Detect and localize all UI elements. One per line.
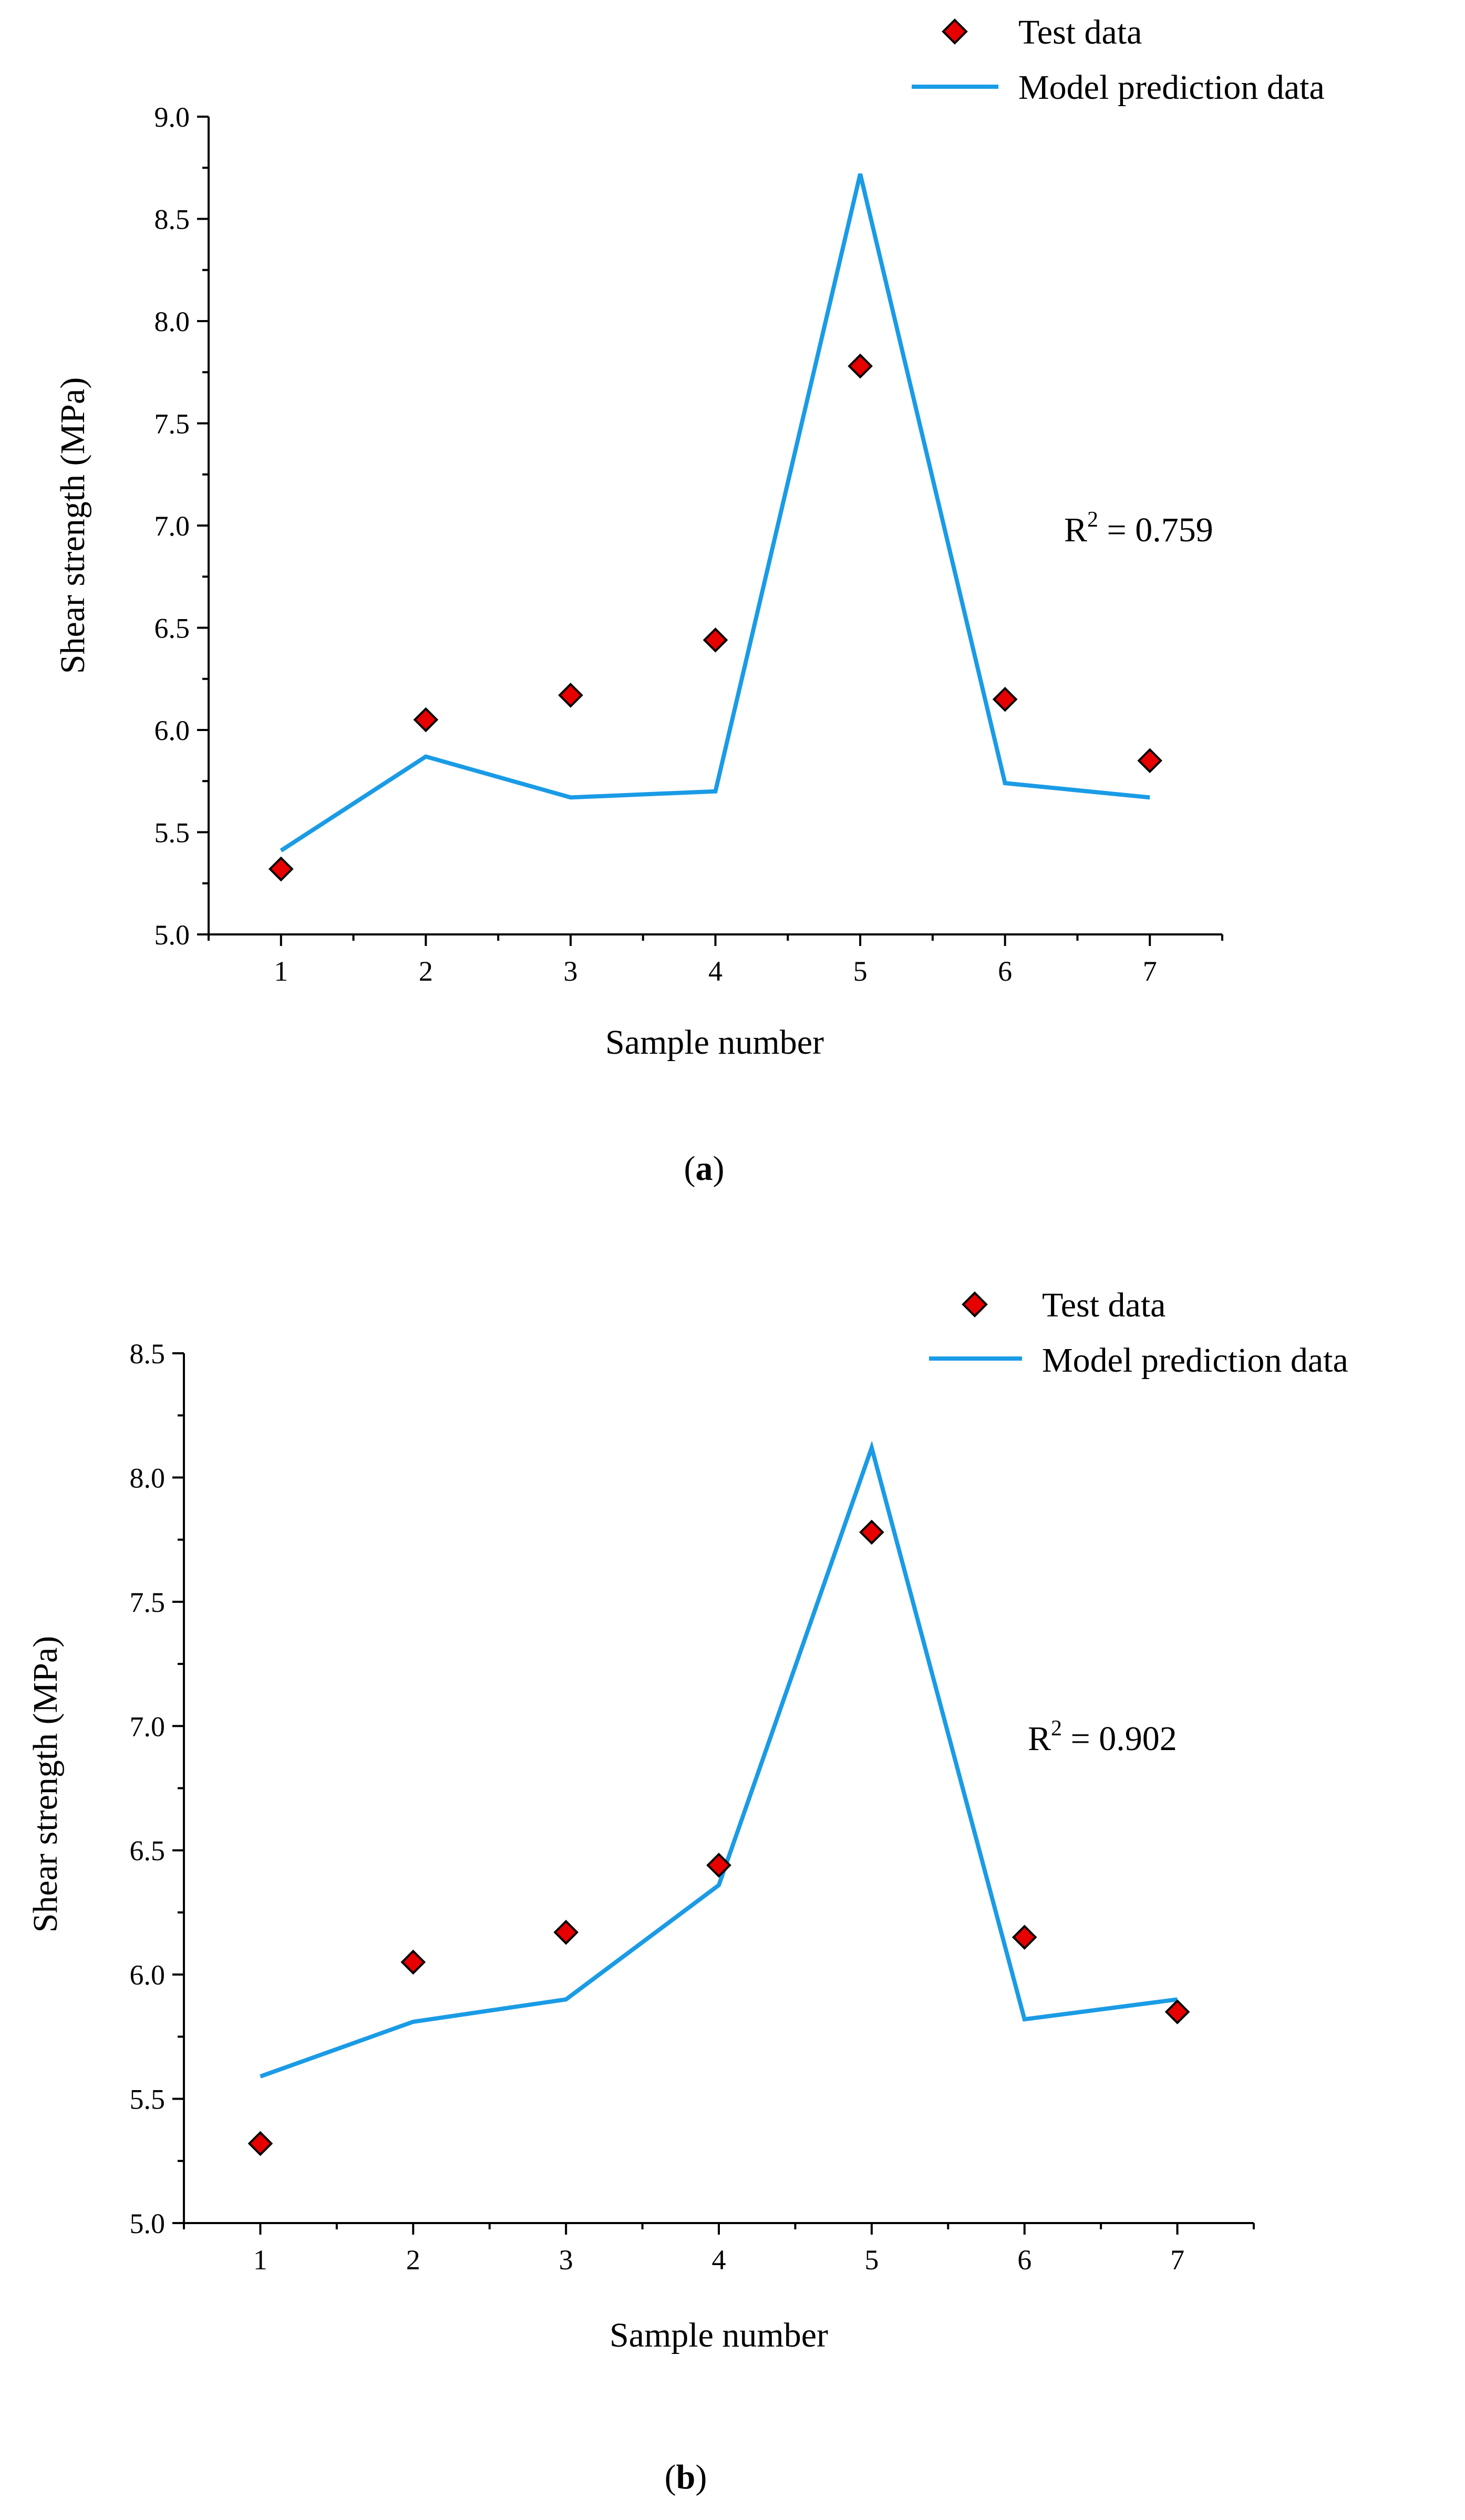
- test-data-point: [1164, 1999, 1190, 2024]
- x-tick-label: 2: [419, 955, 433, 987]
- r-squared-base: R: [1028, 1720, 1051, 1758]
- x-tick-label: 5: [864, 2244, 879, 2276]
- r-squared-base: R: [1064, 511, 1087, 549]
- y-tick-label: 8.0: [130, 1462, 166, 1494]
- x-tick-label: 7: [1143, 955, 1157, 987]
- tick-labels-group: 5.0 5.5 6.0 6.5 7.0 7.5 8.0 8.5 1 2 3 4 5 6 7: [130, 1338, 1185, 2276]
- x-axis-title: Sample number: [610, 2316, 828, 2354]
- y-tick-label: 6.0: [154, 715, 190, 746]
- test-data-point: [703, 628, 728, 653]
- panel-label-a: (a): [684, 1149, 725, 1188]
- x-tick-label: 3: [563, 955, 577, 987]
- test-data-point: [859, 1519, 884, 1545]
- test-data-point: [413, 707, 439, 733]
- y-tick-label: 8.5: [154, 204, 190, 235]
- y-tick-label: 7.5: [154, 408, 190, 440]
- test-data-markers: [247, 1519, 1190, 2156]
- x-tick-label: 2: [406, 2244, 420, 2276]
- model-prediction-line: [280, 173, 1150, 852]
- y-axis-title: Shear strength (MPa): [54, 377, 92, 674]
- y-tick-label: 8.0: [154, 306, 190, 337]
- y-tick-label: 5.5: [154, 817, 190, 849]
- x-tick-label: 4: [708, 955, 723, 987]
- r-squared-annotation: R2 = 0.759: [1064, 508, 1213, 549]
- r-squared-value: = 0.902: [1062, 1720, 1177, 1758]
- y-tick-label: 8.5: [130, 1338, 166, 1370]
- x-tick-label: 3: [559, 2244, 573, 2276]
- test-data-point: [553, 1919, 579, 1945]
- ticks-group: [172, 1352, 1255, 2235]
- y-axis-title: Shear strength (MPa): [26, 1636, 65, 1933]
- legend: Test data Model prediction data: [912, 13, 1325, 107]
- x-tick-label: 1: [253, 2244, 267, 2276]
- legend-test-data-marker: [942, 18, 968, 45]
- test-data-point: [400, 1949, 426, 1975]
- r-squared-annotation: R2 = 0.902: [1028, 1716, 1177, 1758]
- model-prediction-line: [260, 1441, 1178, 2079]
- r-squared-value: = 0.759: [1098, 511, 1213, 549]
- y-tick-label: 9.0: [154, 101, 190, 133]
- test-data-point: [558, 683, 583, 708]
- legend-test-data-marker: [962, 1291, 988, 1318]
- legend-test-data-label: Test data: [1018, 13, 1142, 52]
- x-tick-label: 6: [998, 955, 1012, 987]
- x-tick-label: 1: [274, 955, 288, 987]
- test-data-point: [992, 686, 1018, 712]
- tick-labels-group: 5.0 5.5 6.0 6.5 7.0 7.5 8.0 8.5 9.0 1 2 3 4 5 6 7: [154, 101, 1157, 987]
- x-tick-label: 7: [1170, 2244, 1184, 2276]
- panel-letter: b: [676, 2458, 696, 2496]
- legend-test-data-label: Test data: [1042, 1286, 1165, 1324]
- test-data-markers: [268, 353, 1163, 882]
- test-data-point: [268, 856, 294, 882]
- test-data-point: [706, 1853, 731, 1878]
- legend-model-label: Model prediction data: [1042, 1341, 1348, 1380]
- panel-label-b: (b): [665, 2458, 707, 2496]
- panel-letter: a: [696, 1149, 713, 1188]
- r-squared-superscript: 2: [1087, 508, 1098, 532]
- x-axis-title: Sample number: [605, 1023, 824, 1062]
- y-tick-label: 5.5: [130, 2084, 166, 2115]
- legend-model-label: Model prediction data: [1018, 68, 1325, 107]
- y-tick-label: 6.5: [154, 613, 190, 644]
- x-tick-label: 6: [1017, 2244, 1031, 2276]
- chart-panel-a: Test data Model prediction data 5.0 5.5 6.…: [54, 13, 1325, 1188]
- x-tick-label: 4: [712, 2244, 726, 2276]
- y-tick-label: 7.0: [130, 1711, 166, 1742]
- ticks-group: [197, 116, 1223, 946]
- test-data-point: [1012, 1925, 1037, 1950]
- test-data-point: [848, 353, 873, 379]
- y-tick-label: 5.0: [130, 2208, 166, 2239]
- test-data-point: [1137, 748, 1163, 774]
- y-tick-label: 5.0: [154, 919, 190, 951]
- y-tick-label: 6.5: [130, 1835, 166, 1867]
- y-tick-label: 7.0: [154, 510, 190, 542]
- x-tick-label: 5: [853, 955, 868, 987]
- r-squared-superscript: 2: [1051, 1716, 1062, 1741]
- y-tick-label: 6.0: [130, 1959, 166, 1991]
- y-tick-label: 7.5: [130, 1587, 166, 1618]
- chart-panel-b: Test data Model prediction data 5.0 5.5 6.…: [26, 1286, 1348, 2496]
- legend: Test data Model prediction data: [929, 1286, 1348, 1380]
- test-data-point: [247, 2131, 273, 2156]
